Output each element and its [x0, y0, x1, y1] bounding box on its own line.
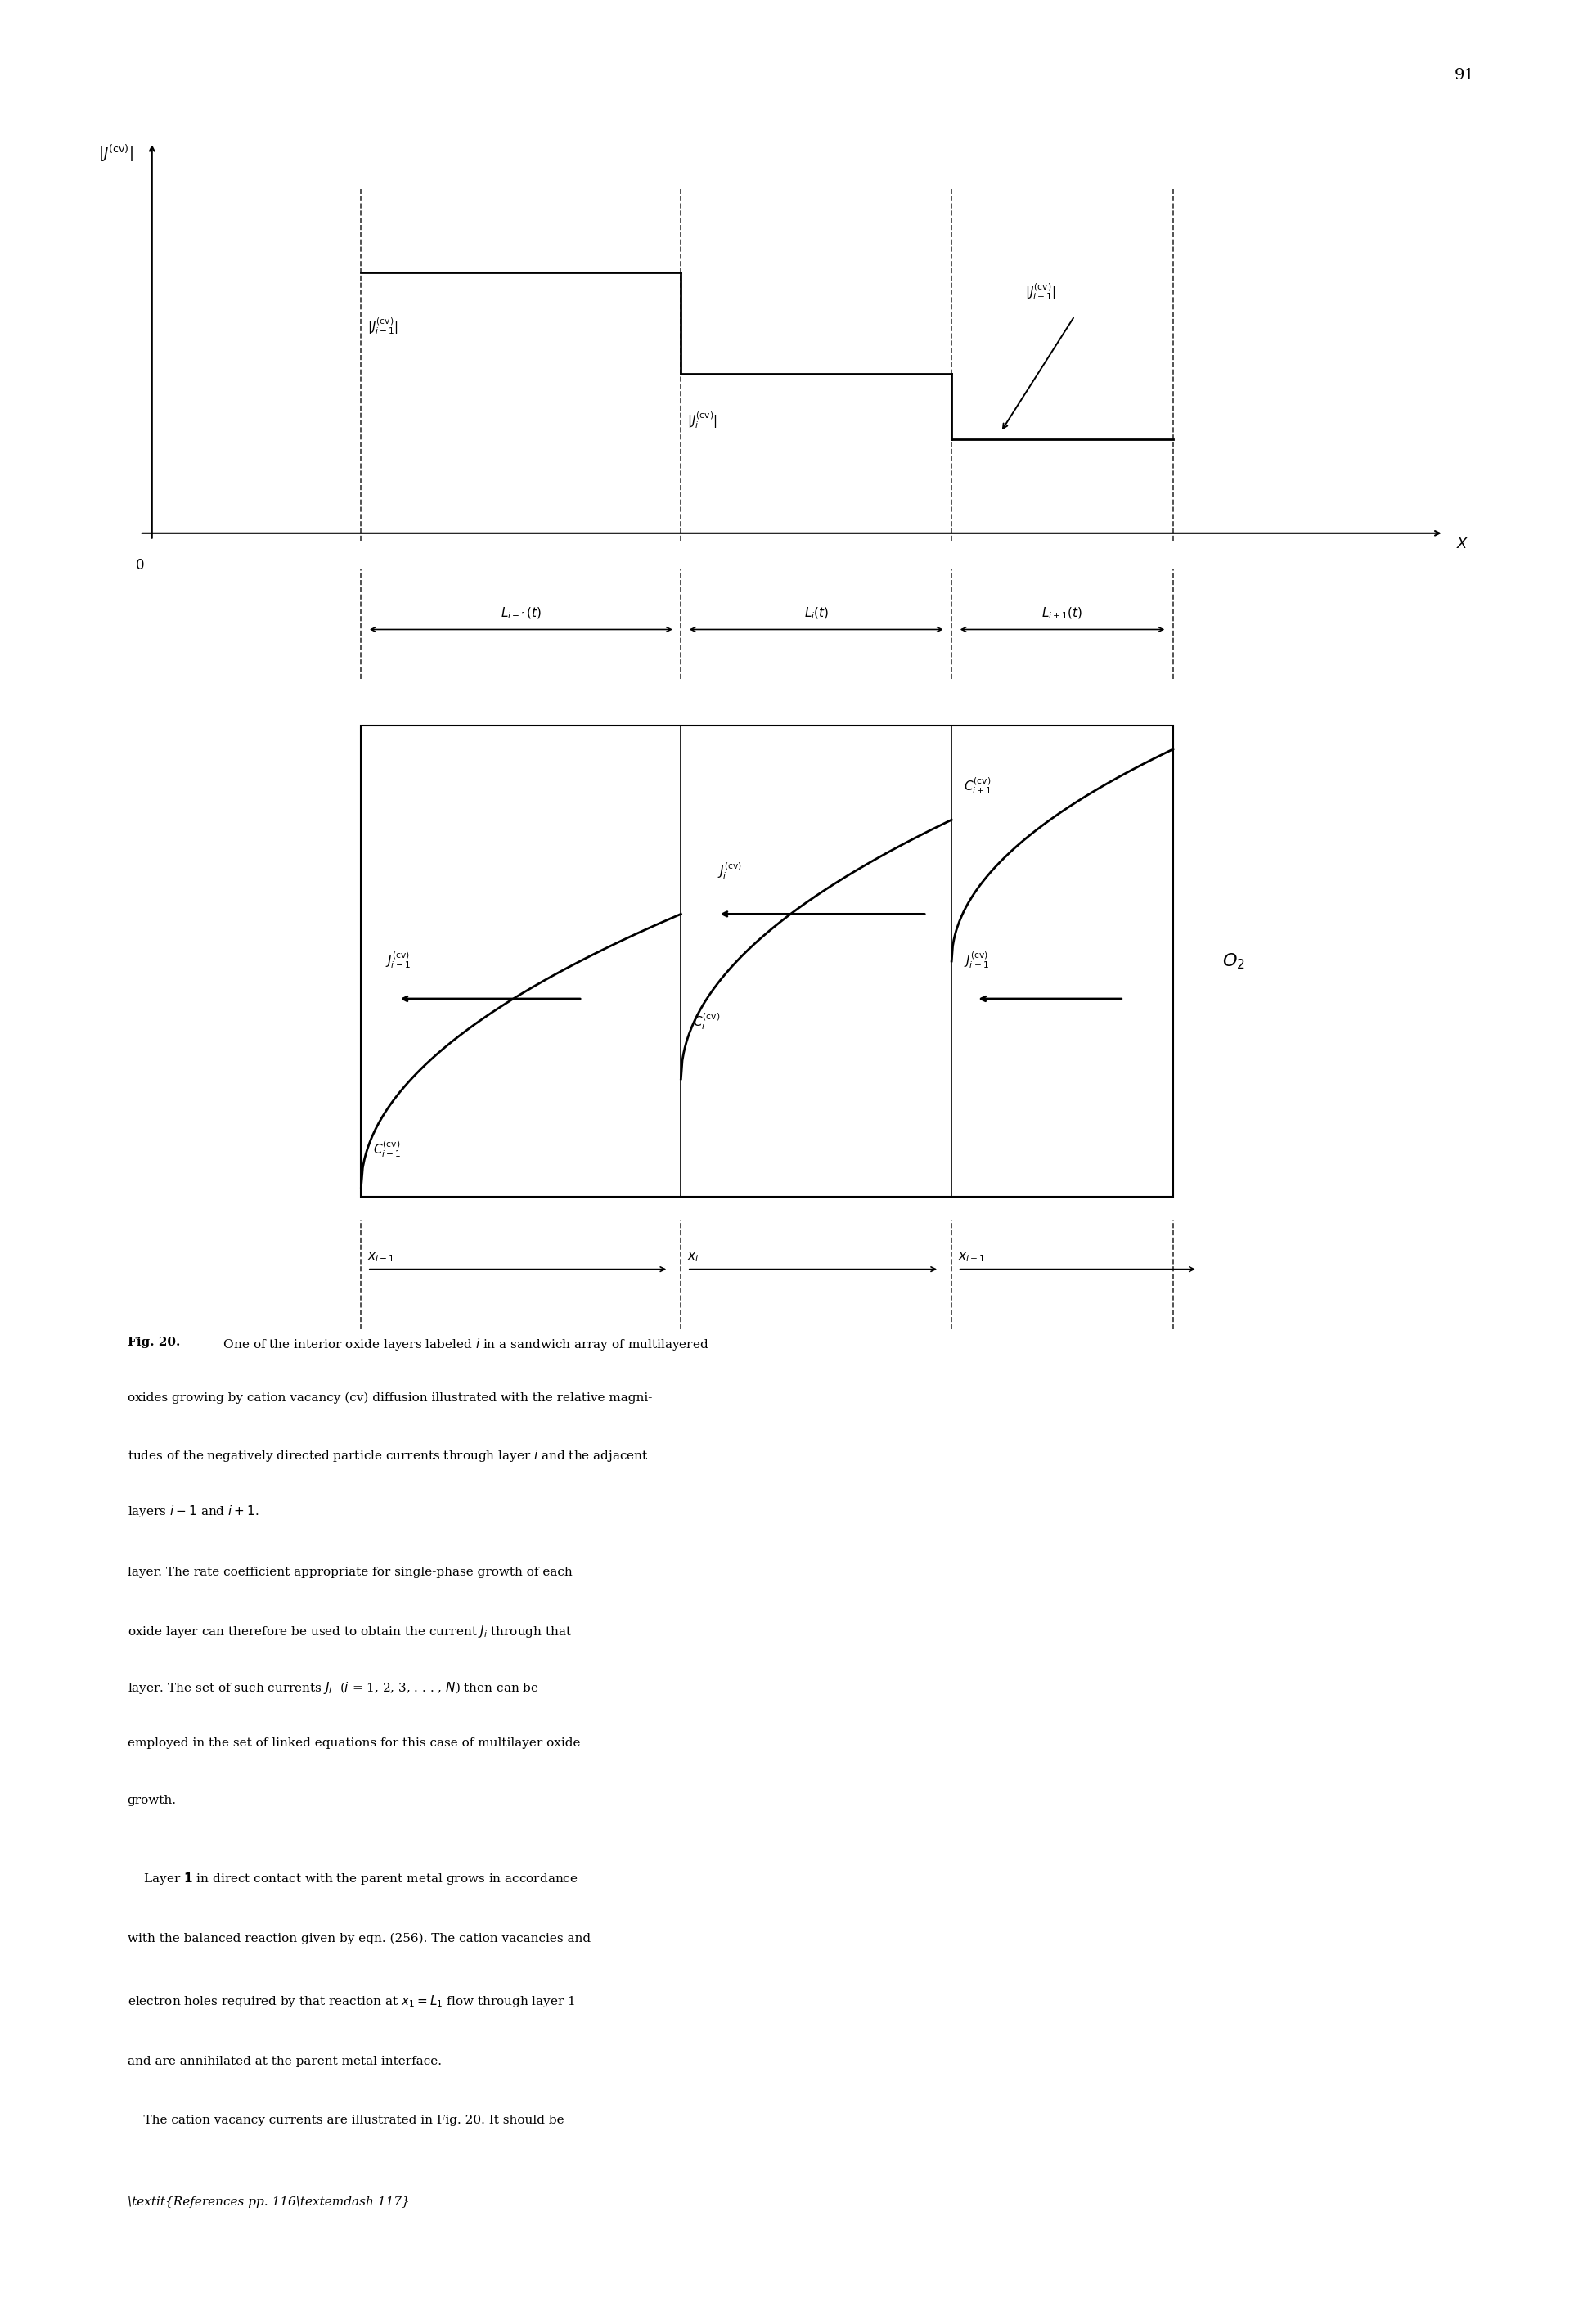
- Text: growth.: growth.: [127, 1794, 177, 1806]
- Text: The cation vacancy currents are illustrated in Fig. 20. It should be: The cation vacancy currents are illustra…: [127, 2115, 564, 2126]
- Text: One of the interior oxide layers labeled $i$ in a sandwich array of multilayered: One of the interior oxide layers labeled…: [220, 1336, 708, 1353]
- Text: tudes of the negatively directed particle currents through layer $i$ and the adj: tudes of the negatively directed particl…: [127, 1448, 648, 1464]
- Text: $O_2$: $O_2$: [1223, 951, 1245, 971]
- Text: $x_{i+1}$: $x_{i+1}$: [958, 1250, 985, 1264]
- Bar: [361, 725, 1173, 1197]
- Text: $J_{i-1}^{(\mathrm{cv})}$: $J_{i-1}^{(\mathrm{cv})}$: [385, 951, 411, 971]
- Text: $X$: $X$: [1457, 537, 1468, 551]
- Text: and are annihilated at the parent metal interface.: and are annihilated at the parent metal …: [127, 2054, 441, 2066]
- Text: $0$: $0$: [135, 558, 145, 572]
- Text: electron holes required by that reaction at $x_1 = L_1$ flow through layer 1: electron holes required by that reaction…: [127, 1994, 575, 2010]
- Text: $x_i$: $x_i$: [688, 1250, 699, 1264]
- Text: $L_{i+1}(t)$: $L_{i+1}(t)$: [1041, 607, 1083, 621]
- Text: \textit{References pp. 116\textemdash 117}: \textit{References pp. 116\textemdash 11…: [127, 2196, 409, 2208]
- Text: $|J^{(\mathrm{cv})}|$: $|J^{(\mathrm{cv})}|$: [99, 142, 134, 163]
- Text: $C_{i-1}^{(\mathrm{cv})}$: $C_{i-1}^{(\mathrm{cv})}$: [374, 1139, 401, 1160]
- Text: $x_{i-1}$: $x_{i-1}$: [368, 1250, 395, 1264]
- Text: $C_i^{(\mathrm{cv})}$: $C_i^{(\mathrm{cv})}$: [693, 1011, 721, 1032]
- Text: $|J_{i+1}^{(\mathrm{cv})}|$: $|J_{i+1}^{(\mathrm{cv})}|$: [1025, 281, 1057, 302]
- Text: Fig. 20.: Fig. 20.: [127, 1336, 180, 1348]
- Text: employed in the set of linked equations for this case of multilayer oxide: employed in the set of linked equations …: [127, 1738, 579, 1750]
- Text: $L_{i-1}(t)$: $L_{i-1}(t)$: [500, 607, 541, 621]
- Text: layers $i - 1$ and $i + 1$.: layers $i - 1$ and $i + 1$.: [127, 1504, 259, 1520]
- Text: $|J_{i}^{(\mathrm{cv})}|$: $|J_{i}^{(\mathrm{cv})}|$: [688, 409, 718, 430]
- Text: $|J_{i-1}^{(\mathrm{cv})}|$: $|J_{i-1}^{(\mathrm{cv})}|$: [368, 316, 398, 337]
- Text: with the balanced reaction given by eqn. (256). The cation vacancies and: with the balanced reaction given by eqn.…: [127, 1931, 591, 1945]
- Text: $C_{i+1}^{(\mathrm{cv})}$: $C_{i+1}^{(\mathrm{cv})}$: [963, 776, 992, 797]
- Text: $J_i^{(\mathrm{cv})}$: $J_i^{(\mathrm{cv})}$: [718, 860, 742, 881]
- Text: Layer $\mathbf{1}$ in direct contact with the parent metal grows in accordance: Layer $\mathbf{1}$ in direct contact wit…: [127, 1871, 578, 1887]
- Text: $J_{i+1}^{(\mathrm{cv})}$: $J_{i+1}^{(\mathrm{cv})}$: [963, 951, 989, 971]
- Text: 91: 91: [1455, 67, 1474, 84]
- Text: $L_i(t)$: $L_i(t)$: [804, 607, 829, 621]
- Text: layer. The set of such currents $J_i$  ($i$ = 1, 2, 3, . . . , $N$) then can be: layer. The set of such currents $J_i$ ($…: [127, 1680, 538, 1697]
- Text: oxide layer can therefore be used to obtain the current $J_i$ through that: oxide layer can therefore be used to obt…: [127, 1624, 572, 1638]
- Text: oxides growing by cation vacancy (cv) diffusion illustrated with the relative ma: oxides growing by cation vacancy (cv) di…: [127, 1392, 653, 1404]
- Text: layer. The rate coefficient appropriate for single-phase growth of each: layer. The rate coefficient appropriate …: [127, 1566, 572, 1578]
